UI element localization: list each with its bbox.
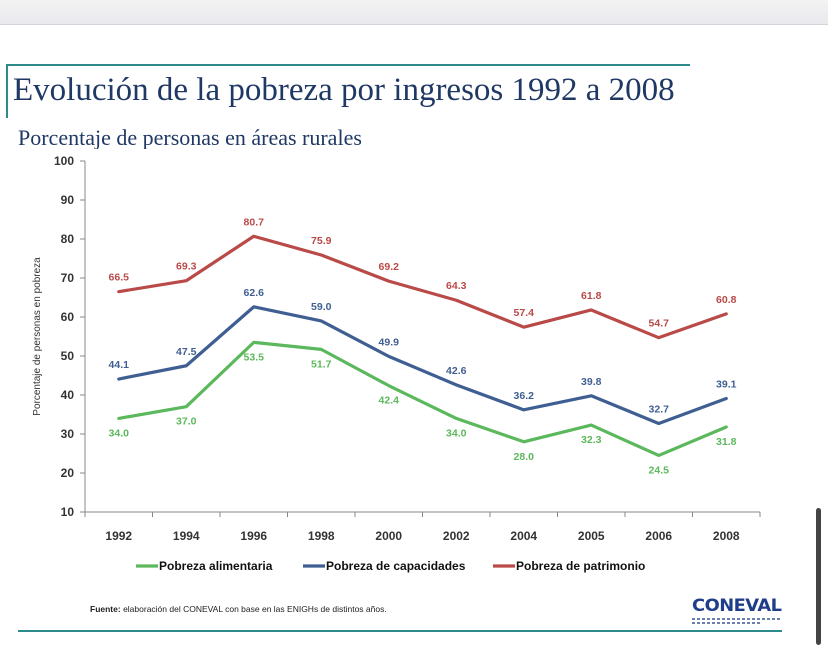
data-label: 24.5 xyxy=(649,464,670,476)
y-tick-label: 40 xyxy=(61,388,75,402)
source-text: elaboración del CONEVAL con base en las … xyxy=(120,604,387,614)
source-label: Fuente: xyxy=(90,604,121,614)
x-tick-label: 2005 xyxy=(578,529,605,543)
data-label: 49.9 xyxy=(379,336,400,348)
logo-tagline-1 xyxy=(692,618,780,620)
scrollbar[interactable] xyxy=(816,508,821,645)
data-label: 42.6 xyxy=(446,365,467,377)
x-tick-label: 2002 xyxy=(443,529,470,543)
x-tick-label: 2006 xyxy=(645,529,672,543)
data-label: 36.2 xyxy=(514,390,535,402)
data-label: 37.0 xyxy=(176,416,197,428)
series-line-1 xyxy=(117,340,728,458)
title-accent-horizontal xyxy=(6,64,690,66)
x-tick-label: 1992 xyxy=(105,529,132,543)
x-tick-label: 2004 xyxy=(510,529,537,543)
line-chart: 10 20 30 40 50 60 70 80 90 100 1992 1994 1996 1998 200… xyxy=(32,154,761,573)
y-axis-title: Porcentaje de personas en pobreza xyxy=(32,257,43,416)
data-label: 69.2 xyxy=(379,261,400,273)
y-tick-label: 60 xyxy=(61,310,75,324)
data-label: 61.8 xyxy=(581,290,602,302)
data-label: 80.7 xyxy=(244,216,265,228)
series-line-3 xyxy=(117,234,728,340)
x-tick-label: 2008 xyxy=(713,529,740,543)
data-label: 28.0 xyxy=(514,451,535,463)
legend-label: Pobreza alimentaria xyxy=(159,559,273,573)
data-label: 42.4 xyxy=(379,395,400,407)
browser-top-bar xyxy=(0,0,828,25)
data-label: 34.0 xyxy=(446,427,467,439)
slide-subtitle: Porcentaje de personas en áreas rurales xyxy=(18,125,362,149)
data-label: 39.1 xyxy=(716,379,737,391)
data-label: 32.7 xyxy=(649,403,670,415)
data-label: 53.5 xyxy=(244,351,265,363)
y-tick-label: 10 xyxy=(61,505,75,519)
data-label: 31.8 xyxy=(716,436,737,448)
x-tick-label: 1998 xyxy=(308,529,335,543)
data-label: 34.0 xyxy=(109,427,130,439)
y-tick-label: 20 xyxy=(61,466,75,480)
slide-title: Evolución de la pobreza por ingresos 199… xyxy=(13,72,675,108)
y-tick-label: 100 xyxy=(54,154,74,168)
y-tick-label: 30 xyxy=(61,427,75,441)
logo-tagline-2 xyxy=(692,622,762,624)
data-label: 69.3 xyxy=(176,261,197,273)
data-label: 64.3 xyxy=(446,280,467,292)
y-tick-label: 70 xyxy=(61,271,75,285)
data-label: 60.8 xyxy=(716,294,737,306)
x-tick-label: 2000 xyxy=(375,529,402,543)
legend-label: Pobreza de patrimonio xyxy=(516,559,645,573)
logo-wordmark: CONEVAL xyxy=(692,596,782,616)
x-tick-label: 1994 xyxy=(173,529,200,543)
data-label: 54.7 xyxy=(649,318,670,330)
series-line-2 xyxy=(117,305,728,426)
data-label: 47.5 xyxy=(176,346,197,358)
y-tick-label: 50 xyxy=(61,349,75,363)
data-label: 66.5 xyxy=(109,272,130,284)
title-accent-vertical xyxy=(6,64,8,118)
data-label: 32.3 xyxy=(581,434,602,446)
data-label: 57.4 xyxy=(514,307,535,319)
legend-label: Pobreza de capacidades xyxy=(326,559,466,573)
y-tick-label: 80 xyxy=(61,232,75,246)
bottom-accent-rule xyxy=(18,630,782,632)
data-label: 75.9 xyxy=(311,235,332,247)
x-tick-label: 1996 xyxy=(240,529,267,543)
source-note: Fuente: elaboración del CONEVAL con base… xyxy=(90,604,387,614)
data-label: 62.6 xyxy=(244,287,265,299)
y-tick-label: 90 xyxy=(61,193,75,207)
data-label: 44.1 xyxy=(109,359,130,371)
data-label: 39.8 xyxy=(581,376,602,388)
data-label: 51.7 xyxy=(311,358,332,370)
coneval-logo: CONEVAL xyxy=(692,598,782,628)
data-label: 59.0 xyxy=(311,301,332,313)
